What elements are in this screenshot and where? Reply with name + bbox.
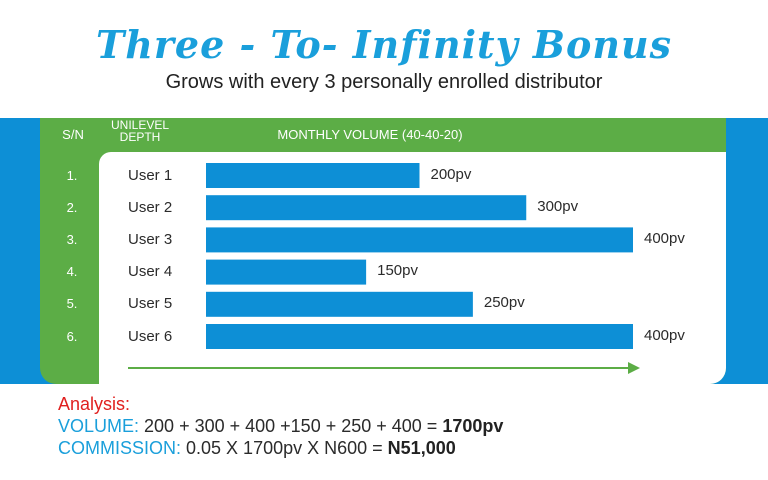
category-label-1: User 1 xyxy=(128,166,173,184)
row-serial-1: 1. xyxy=(66,167,78,183)
value-label-1: 200pv xyxy=(430,165,472,183)
row-serial-4: 4. xyxy=(66,264,78,280)
commission-line: COMMISSION: 0.05 X 1700pv X N600 = N51,0… xyxy=(58,438,456,459)
value-label-4: 150pv xyxy=(377,262,418,280)
commission-expression: 0.05 X 1700pv X N600 = xyxy=(181,438,388,458)
commission-key: COMMISSION: xyxy=(58,438,182,458)
header-monthly-volume: MONTHLY VOLUME (40-40-20) xyxy=(277,127,463,142)
row-serial-6: 6. xyxy=(66,328,78,344)
analysis-label: Analysis: xyxy=(58,394,131,414)
value-label-5: 250pv xyxy=(483,294,525,312)
volume-total: 1700pv xyxy=(442,416,504,436)
page-title: Three - To- Infinity Bonus xyxy=(96,22,672,67)
category-label-2: User 2 xyxy=(128,198,173,216)
page-subtitle: Grows with every 3 personally enrolled d… xyxy=(165,71,603,93)
row-serial-3: 3. xyxy=(66,231,78,247)
header-sn: S/N xyxy=(62,127,84,142)
category-label-4: User 4 xyxy=(128,263,173,281)
header-unilevel-depth: UNILEVEL DEPTH xyxy=(110,118,170,144)
category-label-6: User 6 xyxy=(128,327,173,345)
value-label-6: 400pv xyxy=(644,326,685,344)
volume-line: VOLUME: 200 + 300 + 400 +150 + 250 + 400… xyxy=(58,416,503,437)
value-label-2: 300pv xyxy=(537,197,579,215)
commission-total: N51,000 xyxy=(387,438,456,458)
volume-key: VOLUME: xyxy=(58,416,140,436)
category-label-5: User 5 xyxy=(128,295,173,313)
category-label-3: User 3 xyxy=(128,230,173,248)
row-serial-2: 2. xyxy=(66,199,78,215)
value-label-3: 400pv xyxy=(644,229,685,247)
volume-expression: 200 + 300 + 400 +150 + 250 + 400 = xyxy=(139,416,443,436)
row-serial-5: 5. xyxy=(66,296,78,312)
